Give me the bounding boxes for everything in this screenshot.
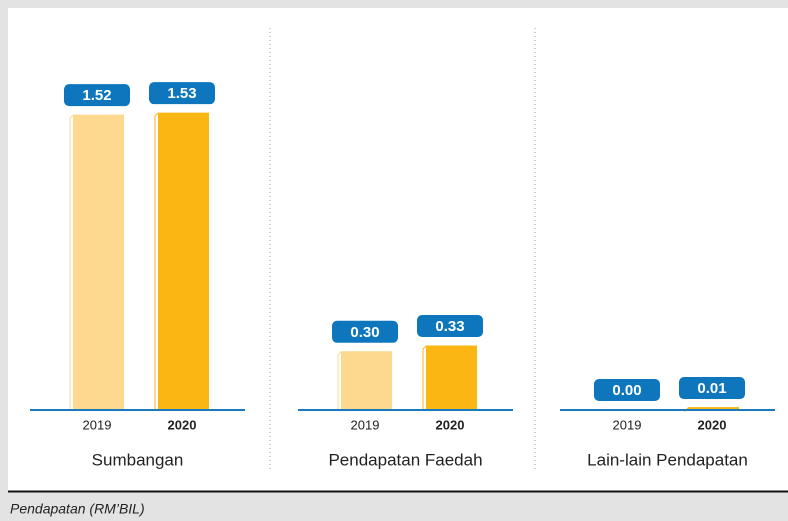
bar [426,345,477,410]
panel-background [8,8,788,491]
x-tick-label: 2019 [83,417,112,432]
value-label-box [417,314,483,337]
value-label: 0.33 [435,318,464,335]
value-label: 1.52 [82,87,111,104]
category-title: Lain-lain Pendapatan [587,450,748,469]
category-title: Sumbangan [92,450,184,469]
value-label: 0.01 [697,380,726,397]
category-title: Pendapatan Faedah [328,450,482,469]
value-label-box [149,82,215,105]
x-tick-label: 2019 [351,417,380,432]
caption: Pendapatan (RM’BIL) [10,501,145,517]
x-tick-label: 2019 [613,417,642,432]
bar [73,115,124,411]
bar [688,407,739,409]
value-label-box [594,379,660,401]
value-label: 0.30 [350,324,379,341]
bar [158,113,209,411]
bar [341,351,392,410]
x-tick-label: 2020 [436,417,465,432]
x-tick-label: 2020 [698,417,727,432]
value-label: 0.00 [612,382,641,399]
value-label: 1.53 [167,85,196,102]
value-label-box [679,377,745,400]
x-tick-label: 2020 [168,417,197,432]
value-label-box [332,320,398,343]
value-label-box [64,84,130,107]
